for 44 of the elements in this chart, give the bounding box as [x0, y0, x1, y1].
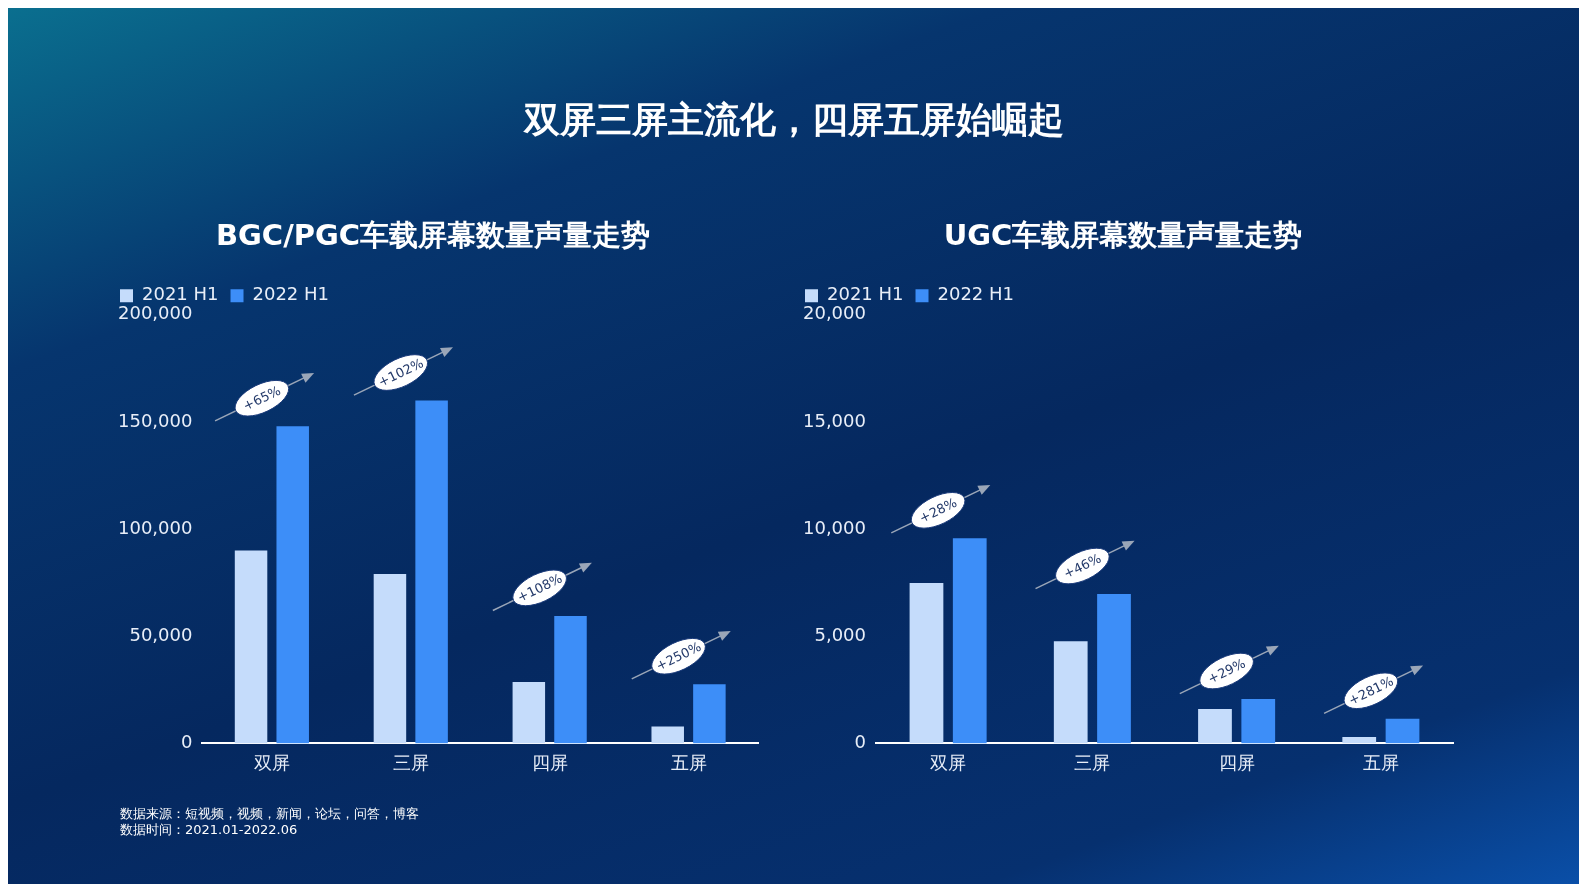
- legend-label: 2022 H1: [252, 283, 330, 305]
- bar: [693, 684, 726, 744]
- bar: [651, 726, 684, 744]
- text: 双屏三屏主流化，四屏五屏始崛起: [522, 98, 1065, 142]
- y-tick-label: 15,000: [803, 409, 866, 431]
- y-tick-label: 20,000: [803, 302, 866, 324]
- bar: [234, 550, 268, 744]
- x-tick-label: 三屏: [1074, 751, 1111, 773]
- source-note: 数据来源：短视频，视频，新闻，论坛，问答，博客: [120, 806, 420, 822]
- bar: [276, 426, 309, 744]
- y-tick-label: 200,000: [118, 302, 193, 324]
- y-tick-label: 50,000: [129, 623, 193, 645]
- y-tick-label: 150,000: [118, 409, 193, 431]
- bar: [1241, 699, 1276, 744]
- bar: [373, 574, 407, 744]
- x-tick-label: 五屏: [670, 751, 707, 773]
- legend-label: 2021 H1: [827, 283, 904, 305]
- bar: [952, 538, 987, 744]
- bar: [415, 400, 448, 744]
- x-tick-label: 四屏: [1218, 751, 1255, 773]
- bar: [1385, 718, 1420, 744]
- x-tick-label: 四屏: [531, 751, 568, 773]
- text: 数据时间：2021.01-2022.06: [120, 822, 299, 838]
- x-tick-label: 双屏: [930, 751, 967, 773]
- bar: [909, 583, 944, 744]
- x-tick-label: 双屏: [253, 751, 290, 773]
- chart-title: UGC车载屏幕数量声量走势: [943, 217, 1303, 252]
- bar: [1342, 736, 1377, 744]
- chart-title: BGC/PGC车载屏幕数量声量走势: [215, 217, 651, 252]
- legend-label: 2021 H1: [142, 283, 219, 305]
- legend-label: 2022 H1: [937, 283, 1015, 305]
- annotation: +46%: [1061, 550, 1104, 582]
- bar: [1198, 709, 1232, 744]
- x-tick-label: 三屏: [392, 751, 429, 773]
- bar: [1053, 641, 1088, 744]
- y-tick-label: 0: [854, 731, 866, 753]
- bar: [1097, 594, 1131, 744]
- bar: [554, 615, 587, 744]
- y-tick-label: 5,000: [814, 623, 866, 645]
- x-tick-label: 五屏: [1362, 751, 1399, 773]
- y-tick-label: 10,000: [803, 516, 866, 538]
- bar: [512, 681, 546, 744]
- y-tick-label: 100,000: [118, 516, 193, 538]
- y-tick-label: 0: [180, 731, 193, 753]
